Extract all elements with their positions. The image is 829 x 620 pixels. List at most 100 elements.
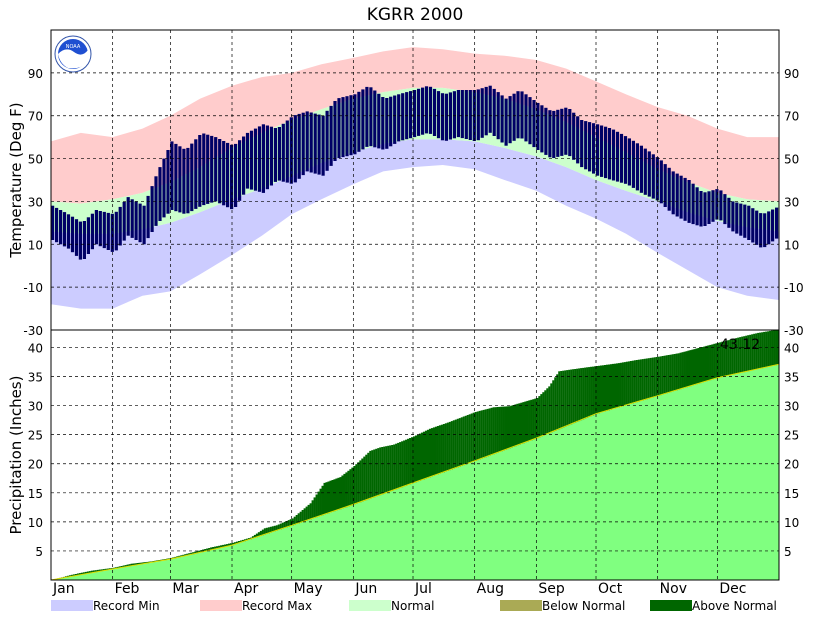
- above-normal-bar: [305, 506, 308, 521]
- above-normal-bar: [395, 443, 398, 490]
- above-normal-bar: [418, 433, 422, 481]
- observed-temp-bar: [146, 195, 150, 239]
- observed-temp-bar: [265, 125, 269, 190]
- month-tick-label: Jan: [52, 581, 75, 597]
- above-normal-bar: [321, 485, 324, 516]
- above-normal-bar: [210, 547, 213, 550]
- above-normal-bar: [681, 352, 684, 389]
- above-normal-bar: [84, 571, 87, 574]
- observed-temp-bar: [444, 93, 448, 141]
- observed-temp-bar: [751, 208, 755, 243]
- observed-temp-bar: [623, 136, 628, 184]
- observed-temp-bar: [198, 135, 202, 207]
- above-normal-bar: [554, 377, 557, 431]
- above-normal-bar: [484, 409, 487, 458]
- observed-temp-bar: [285, 120, 289, 183]
- above-normal-bar: [241, 539, 245, 542]
- observed-temp-bar: [114, 211, 118, 251]
- temp-y-tick-left: 70: [28, 110, 43, 124]
- month-tick-label: Jun: [354, 581, 377, 597]
- observed-temp-bar: [206, 134, 210, 204]
- above-normal-bar: [212, 547, 215, 550]
- precip-y-tick-right: 10: [784, 516, 799, 530]
- above-normal-bar: [309, 503, 312, 520]
- above-normal-bar: [355, 464, 358, 504]
- above-normal-bar: [609, 364, 613, 410]
- above-normal-bar: [558, 371, 561, 430]
- observed-temp-bar: [321, 115, 325, 176]
- above-normal-bar: [325, 482, 328, 514]
- above-normal-bar: [755, 333, 758, 370]
- observed-temp-bar: [66, 214, 71, 249]
- above-normal-bar: [458, 418, 461, 467]
- above-normal-bar: [524, 401, 527, 443]
- observed-temp-bar: [432, 88, 437, 136]
- observed-temp-bar: [281, 123, 285, 182]
- above-normal-bar: [625, 361, 628, 405]
- above-normal-bar: [588, 367, 591, 417]
- above-normal-bar: [120, 566, 123, 568]
- above-normal-bar: [329, 480, 332, 513]
- above-normal-bar: [371, 450, 374, 498]
- above-normal-bar: [198, 550, 201, 553]
- above-normal-bar: [313, 497, 316, 518]
- above-normal-bar: [343, 473, 346, 508]
- above-normal-bar: [707, 345, 710, 381]
- above-normal-bar: [399, 442, 402, 488]
- above-normal-bar: [546, 388, 549, 434]
- above-normal-bar: [456, 418, 459, 468]
- above-normal-bar: [655, 357, 658, 397]
- observed-temp-bar: [639, 145, 643, 193]
- above-normal-bar: [267, 527, 270, 534]
- above-normal-bar: [683, 351, 686, 388]
- above-normal-bar: [705, 345, 708, 382]
- observed-temp-bar: [222, 141, 226, 206]
- observed-temp-bar: [126, 197, 130, 236]
- above-normal-bar: [106, 568, 109, 570]
- above-normal-bar: [277, 524, 280, 530]
- precipitation-panel: 5 5 10 10 15 15 20 20 25 25 30 30 35 35 40 40 Jan Feb Mar A…: [28, 329, 799, 597]
- observed-temp-bar: [70, 216, 75, 253]
- above-normal-bar: [426, 429, 430, 478]
- above-normal-bar: [279, 523, 282, 530]
- observed-temp-bar: [516, 91, 520, 139]
- above-normal-bar: [621, 362, 624, 407]
- observed-temp-bar: [448, 92, 452, 140]
- above-normal-bar: [100, 569, 103, 572]
- above-normal-bar: [540, 394, 543, 437]
- above-normal-bar: [594, 366, 597, 415]
- observed-temp-bar: [234, 143, 238, 207]
- observed-temp-bar: [74, 219, 79, 256]
- above-normal-bar: [689, 350, 692, 387]
- above-normal-bar: [653, 357, 656, 397]
- above-normal-bar: [733, 338, 736, 375]
- above-normal-bar: [556, 374, 559, 430]
- above-normal-bar: [715, 343, 718, 379]
- observed-temp-bar: [536, 102, 540, 150]
- observed-temp-bar: [520, 91, 524, 139]
- observed-temp-bar: [349, 95, 353, 156]
- above-normal-bar: [373, 449, 376, 498]
- above-normal-bar: [633, 360, 636, 403]
- observed-temp-bar: [90, 213, 94, 250]
- observed-temp-bar: [277, 127, 281, 181]
- observed-temp-bar: [472, 90, 476, 141]
- above-normal-bar: [208, 548, 211, 551]
- chart-title: KGRR 2000: [367, 5, 464, 25]
- observed-temp-bar: [428, 86, 433, 134]
- temp-y-tick-right: -30: [784, 324, 804, 338]
- above-normal-bar: [590, 366, 593, 417]
- above-normal-bar: [68, 575, 71, 577]
- above-normal-bar: [749, 334, 752, 371]
- noaa-logo: NOAA: [54, 35, 92, 73]
- above-normal-bar: [186, 553, 189, 556]
- above-normal-bar: [74, 574, 77, 576]
- above-normal-bar: [721, 341, 724, 377]
- observed-temp-bar: [524, 94, 528, 142]
- above-normal-bar: [671, 354, 674, 392]
- observed-temp-bar: [377, 93, 381, 149]
- observed-temp-bar: [94, 210, 98, 245]
- observed-temp-bar: [210, 135, 214, 203]
- above-normal-bar: [261, 529, 264, 536]
- observed-temp-bar: [417, 88, 421, 136]
